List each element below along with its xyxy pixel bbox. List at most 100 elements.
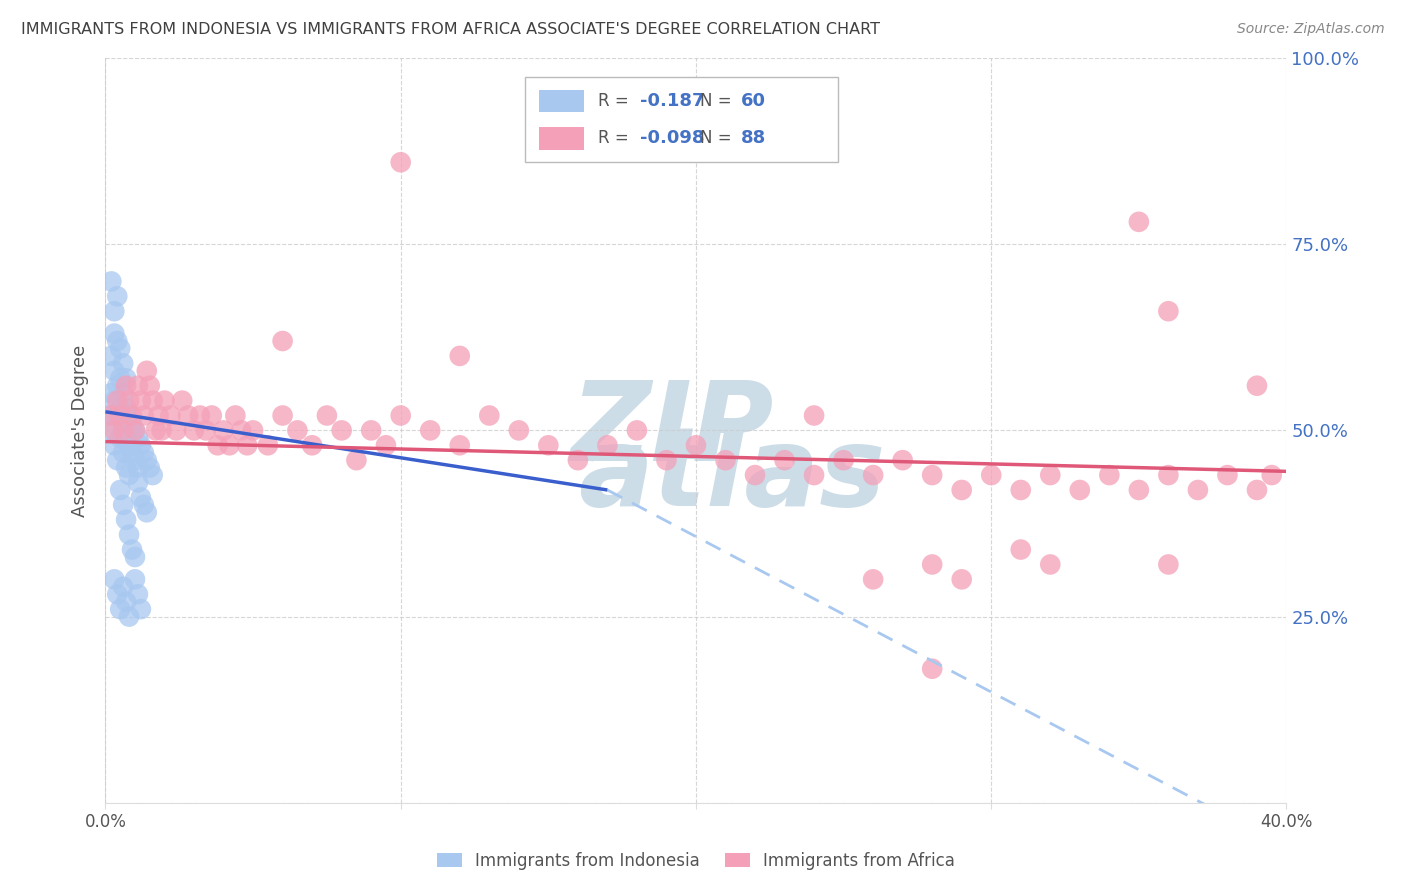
- Point: [626, 423, 648, 437]
- Point: [100, 274, 122, 288]
- Text: Source: ZipAtlas.com: Source: ZipAtlas.com: [1237, 22, 1385, 37]
- Point: [110, 602, 132, 616]
- Point: [1216, 468, 1239, 483]
- Point: [103, 364, 125, 378]
- Point: [103, 304, 125, 318]
- Legend: Immigrants from Indonesia, Immigrants from Africa: Immigrants from Indonesia, Immigrants fr…: [430, 845, 962, 877]
- Point: [138, 378, 162, 392]
- Point: [103, 438, 125, 452]
- Point: [183, 423, 205, 437]
- Point: [115, 371, 138, 385]
- Point: [121, 446, 143, 460]
- Point: [132, 498, 155, 512]
- Point: [105, 334, 128, 348]
- Point: [346, 453, 368, 467]
- Point: [110, 483, 132, 497]
- Point: [121, 416, 143, 430]
- FancyBboxPatch shape: [538, 128, 583, 150]
- Point: [105, 453, 128, 467]
- Point: [832, 453, 855, 467]
- Point: [1069, 483, 1091, 497]
- Point: [112, 423, 135, 437]
- Point: [124, 549, 146, 564]
- Text: atlas: atlas: [578, 422, 886, 529]
- Point: [803, 409, 825, 423]
- Point: [218, 438, 240, 452]
- Point: [127, 378, 149, 392]
- Point: [862, 573, 884, 587]
- Point: [950, 483, 973, 497]
- Point: [127, 460, 149, 475]
- Point: [478, 409, 501, 423]
- Point: [142, 393, 165, 408]
- Point: [1157, 558, 1180, 572]
- Point: [301, 438, 323, 452]
- Point: [685, 438, 707, 452]
- Point: [891, 453, 914, 467]
- Point: [115, 513, 138, 527]
- Point: [1039, 558, 1062, 572]
- Point: [105, 587, 128, 601]
- Point: [148, 409, 170, 423]
- Point: [389, 409, 412, 423]
- Point: [129, 393, 152, 408]
- Text: N =: N =: [700, 129, 737, 147]
- Point: [1157, 468, 1180, 483]
- Point: [194, 423, 217, 437]
- Point: [115, 595, 138, 609]
- Point: [112, 498, 135, 512]
- Point: [1039, 468, 1062, 483]
- Point: [271, 334, 294, 348]
- Point: [330, 423, 353, 437]
- Point: [177, 409, 200, 423]
- Point: [1128, 483, 1150, 497]
- Point: [150, 423, 173, 437]
- Y-axis label: Associate's Degree: Associate's Degree: [72, 344, 90, 516]
- Point: [115, 378, 138, 392]
- Point: [110, 431, 132, 445]
- Point: [110, 342, 132, 356]
- FancyBboxPatch shape: [538, 90, 583, 112]
- Point: [135, 364, 157, 378]
- Point: [374, 438, 398, 452]
- Point: [124, 453, 146, 467]
- Point: [110, 371, 132, 385]
- Point: [103, 573, 125, 587]
- Point: [287, 423, 309, 437]
- Point: [257, 438, 280, 452]
- Point: [921, 558, 943, 572]
- Point: [449, 438, 471, 452]
- Point: [121, 542, 143, 557]
- Point: [100, 409, 122, 423]
- Point: [744, 468, 766, 483]
- Point: [127, 431, 149, 445]
- Point: [105, 393, 128, 408]
- Text: ZIP: ZIP: [571, 377, 775, 483]
- Point: [980, 468, 1002, 483]
- Point: [118, 468, 141, 483]
- Point: [103, 423, 125, 437]
- Point: [773, 453, 796, 467]
- Point: [862, 468, 884, 483]
- Point: [1187, 483, 1209, 497]
- Point: [100, 423, 122, 437]
- Point: [655, 453, 678, 467]
- Point: [142, 468, 165, 483]
- Point: [236, 438, 259, 452]
- FancyBboxPatch shape: [524, 77, 838, 162]
- Point: [212, 423, 235, 437]
- Point: [112, 446, 135, 460]
- Point: [115, 401, 138, 415]
- Point: [115, 431, 138, 445]
- Point: [1010, 483, 1032, 497]
- Point: [207, 438, 229, 452]
- Text: 88: 88: [741, 129, 766, 147]
- Point: [105, 409, 128, 423]
- Point: [165, 423, 187, 437]
- Point: [118, 409, 141, 423]
- Text: -0.098: -0.098: [641, 129, 704, 147]
- Text: -0.187: -0.187: [641, 92, 704, 111]
- Point: [714, 453, 737, 467]
- Point: [138, 460, 162, 475]
- Point: [188, 409, 211, 423]
